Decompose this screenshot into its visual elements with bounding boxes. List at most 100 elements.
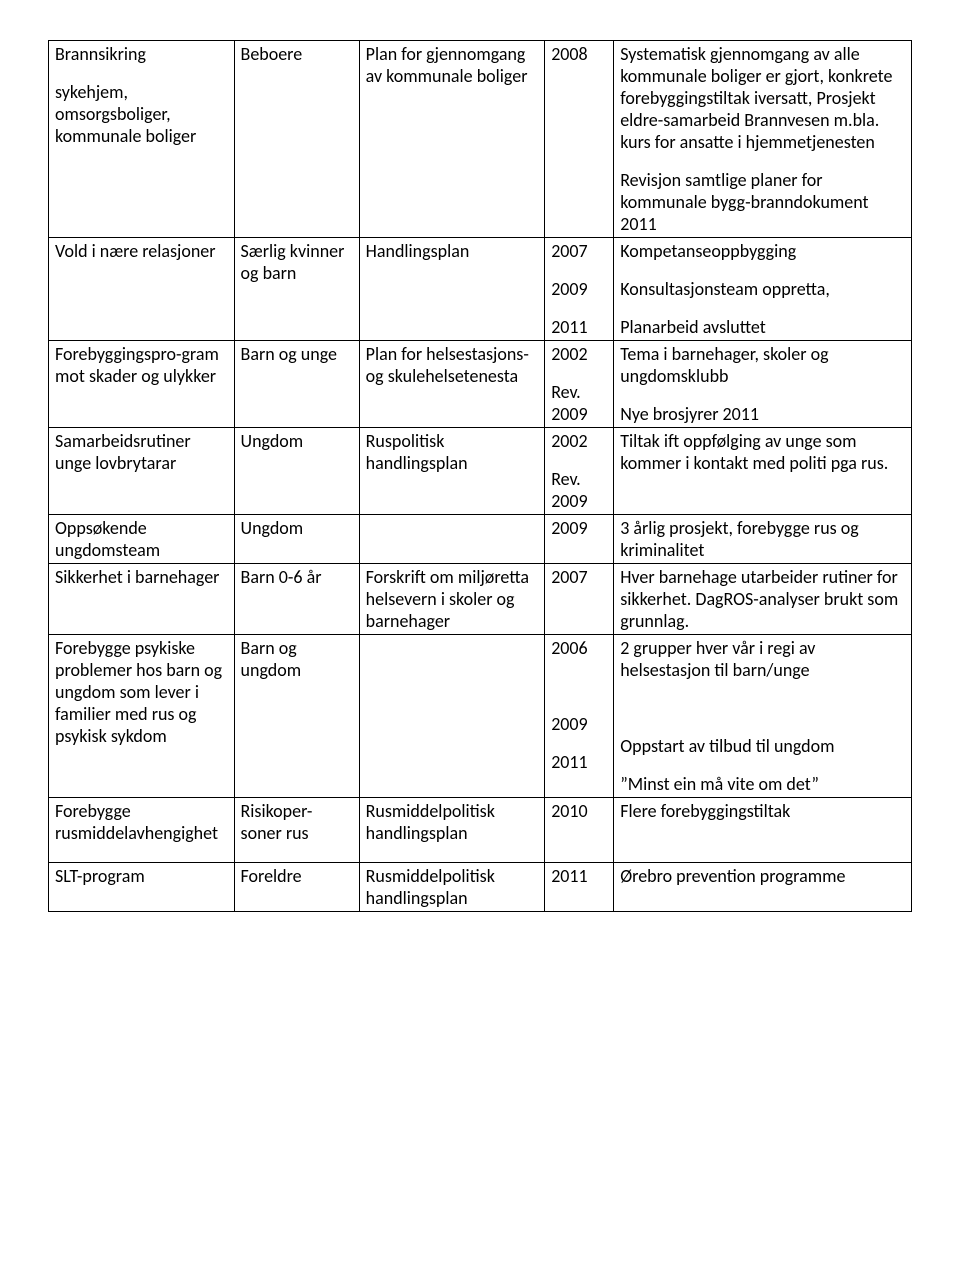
cell-paragraph: Handlingsplan [366, 240, 539, 262]
table-cell: Handlingsplan [359, 238, 545, 341]
cell-paragraph: Rev. 2009 [551, 468, 607, 512]
cell-paragraph: 2006 [551, 637, 607, 659]
cell-paragraph: Foreldre [241, 865, 353, 887]
table-cell: 2002 Rev. 2009 [545, 428, 614, 515]
table-row: Forebyggingspro-gram mot skader og ulykk… [49, 341, 912, 428]
table-cell: Plan for gjennomgang av kommunale bolige… [359, 41, 545, 238]
table-cell: Sikkerhet i barnehager [49, 564, 235, 635]
cell-paragraph: Rusmiddelpolitisk handlingsplan [366, 800, 539, 844]
cell-paragraph: Oppstart av tilbud til ungdom [620, 735, 905, 757]
cell-paragraph: Ungdom [241, 430, 353, 452]
table-cell: Risikoper-soner rus [234, 798, 359, 863]
cell-paragraph: Ørebro prevention programme [620, 865, 905, 887]
table-cell: 2 grupper hver vår i regi av helsestasjo… [614, 635, 912, 798]
cell-paragraph: Barn og unge [241, 343, 353, 365]
document-table: Brannsikringsykehjem, omsorgsboliger, ko… [48, 40, 912, 912]
cell-paragraph: 2011 [551, 751, 607, 773]
table-cell: Forebygge rusmiddelavhengighet [49, 798, 235, 863]
table-row: SLT-program Foreldre Rusmiddelpolitisk han… [49, 863, 912, 912]
table-cell: 2008 [545, 41, 614, 238]
table-cell: Særlig kvinner og barn [234, 238, 359, 341]
cell-paragraph: Forskrift om miljøretta helsevern i skol… [366, 566, 539, 632]
table-cell [359, 515, 545, 564]
cell-paragraph: Flere forebyggingstiltak [620, 800, 905, 822]
cell-paragraph: Samarbeidsrutiner unge lovbrytarar [55, 430, 228, 474]
table-cell: 2002 Rev. 2009 [545, 341, 614, 428]
table-cell: Ørebro prevention programme [614, 863, 912, 912]
table-body: Brannsikringsykehjem, omsorgsboliger, ko… [49, 41, 912, 912]
table-cell: Ungdom [234, 428, 359, 515]
table-row: Samarbeidsrutiner unge lovbrytarar Ungdom… [49, 428, 912, 515]
cell-paragraph: Sikkerhet i barnehager [55, 566, 228, 588]
cell-paragraph: Kompetanseoppbygging [620, 240, 905, 262]
cell-paragraph: 2010 [551, 800, 607, 822]
cell-paragraph: Nye brosjyrer 2011 [620, 403, 905, 425]
cell-paragraph [620, 838, 905, 860]
table-cell: Barn og ungdom [234, 635, 359, 798]
cell-paragraph [551, 675, 607, 697]
cell-paragraph: 2011 [551, 865, 607, 887]
cell-paragraph: ”Minst ein må vite om det” [620, 773, 905, 795]
cell-paragraph: Tema i barnehager, skoler og ungdomsklub… [620, 343, 905, 387]
table-cell: Forebygge psykiske problemer hos barn og… [49, 635, 235, 798]
table-cell: Rusmiddelpolitisk handlingsplan [359, 863, 545, 912]
cell-paragraph: Særlig kvinner og barn [241, 240, 353, 284]
table-cell: Vold i nære relasjoner [49, 238, 235, 341]
cell-paragraph: 3 årlig prosjekt, forebygge rus og krimi… [620, 517, 905, 561]
cell-paragraph: Barn og ungdom [241, 637, 353, 681]
table-cell: 2006 2009 2011 [545, 635, 614, 798]
cell-paragraph: Forebygge psykiske problemer hos barn og… [55, 637, 228, 747]
table-cell: Tema i barnehager, skoler og ungdomsklub… [614, 341, 912, 428]
table-cell: Tiltak ift oppfølging av unge som kommer… [614, 428, 912, 515]
cell-paragraph: Systematisk gjennomgang av alle kommunal… [620, 43, 905, 153]
table-row: Oppsøkende ungdomsteam Ungdom 20093 årlig… [49, 515, 912, 564]
cell-paragraph: Konsultasjonsteam oppretta, [620, 278, 905, 300]
table-cell: Flere forebyggingstiltak [614, 798, 912, 863]
table-cell: Ruspolitisk handlingsplan [359, 428, 545, 515]
table-cell: Barn 0-6 år [234, 564, 359, 635]
table-cell: Kompetanseoppbygging Konsultasjonsteam op… [614, 238, 912, 341]
cell-paragraph: Plan for helsestasjons- og skulehelseten… [366, 343, 539, 387]
table-row: Brannsikringsykehjem, omsorgsboliger, ko… [49, 41, 912, 238]
table-cell: Systematisk gjennomgang av alle kommunal… [614, 41, 912, 238]
cell-paragraph: Revisjon samtlige planer for kommunale b… [620, 169, 905, 235]
cell-paragraph: 2008 [551, 43, 607, 65]
cell-paragraph: 2002 [551, 430, 607, 452]
cell-paragraph: Rev. 2009 [551, 381, 607, 425]
cell-paragraph: 2007 [551, 240, 607, 262]
cell-paragraph: Planarbeid avsluttet [620, 316, 905, 338]
cell-paragraph: Risikoper-soner rus [241, 800, 353, 844]
table-cell: Oppsøkende ungdomsteam [49, 515, 235, 564]
cell-paragraph: Forebygge rusmiddelavhengighet [55, 800, 228, 844]
cell-paragraph: Ungdom [241, 517, 353, 539]
table-cell: 2009 [545, 515, 614, 564]
table-cell: SLT-program [49, 863, 235, 912]
table-cell: Beboere [234, 41, 359, 238]
cell-paragraph: 2009 [551, 278, 607, 300]
cell-paragraph: 2011 [551, 316, 607, 338]
table-row: Vold i nære relasjoner Særlig kvinner og … [49, 238, 912, 341]
cell-paragraph: SLT-program [55, 865, 228, 887]
table-row: Sikkerhet i barnehager Barn 0-6 årForskri… [49, 564, 912, 635]
cell-paragraph: Ruspolitisk handlingsplan [366, 430, 539, 474]
table-cell: Rusmiddelpolitisk handlingsplan [359, 798, 545, 863]
cell-paragraph: sykehjem, omsorgsboliger, kommunale boli… [55, 81, 228, 147]
cell-paragraph [366, 517, 539, 539]
cell-paragraph: Tiltak ift oppfølging av unge som kommer… [620, 430, 905, 474]
table-cell [359, 635, 545, 798]
table-cell: Brannsikringsykehjem, omsorgsboliger, ko… [49, 41, 235, 238]
table-cell: Hver barnehage utarbeider rutiner for si… [614, 564, 912, 635]
cell-paragraph: 2002 [551, 343, 607, 365]
cell-paragraph: 2007 [551, 566, 607, 588]
cell-paragraph: Hver barnehage utarbeider rutiner for si… [620, 566, 905, 632]
table-row: Forebygge psykiske problemer hos barn og… [49, 635, 912, 798]
table-cell: Forskrift om miljøretta helsevern i skol… [359, 564, 545, 635]
cell-paragraph: Forebyggingspro-gram mot skader og ulykk… [55, 343, 228, 387]
table-cell: Samarbeidsrutiner unge lovbrytarar [49, 428, 235, 515]
cell-paragraph: Vold i nære relasjoner [55, 240, 228, 262]
cell-paragraph: Rusmiddelpolitisk handlingsplan [366, 865, 539, 909]
table-cell: 3 årlig prosjekt, forebygge rus og krimi… [614, 515, 912, 564]
table-cell: Forebyggingspro-gram mot skader og ulykk… [49, 341, 235, 428]
cell-paragraph: 2009 [551, 713, 607, 735]
table-cell: Ungdom [234, 515, 359, 564]
